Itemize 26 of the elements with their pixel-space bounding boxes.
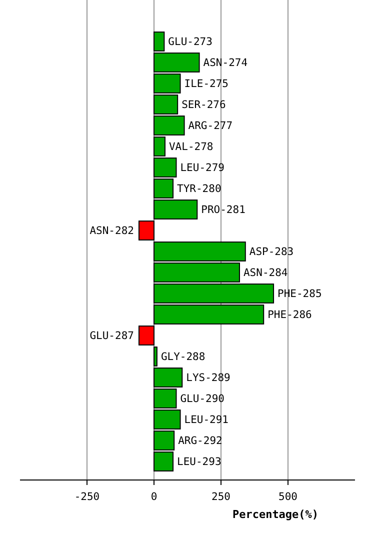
- y-tick-label: GLU-290: [180, 393, 225, 406]
- y-tick-label: PHE-286: [268, 309, 312, 322]
- y-tick-label: GLU-287: [90, 330, 134, 342]
- y-tick-label: LYS-289: [186, 372, 230, 384]
- y-tick-label: ARG-277: [188, 120, 233, 132]
- y-tick-label: VAL-278: [168, 141, 214, 154]
- x-tick-label: 0: [150, 491, 158, 503]
- y-tick-label: LEU-279: [180, 162, 225, 174]
- y-tick-label: LEU-293: [177, 456, 222, 468]
- y-tick-label: ILE-275: [184, 78, 229, 90]
- x-tick-label: 250: [212, 491, 230, 503]
- y-tick-label: GLU-273: [168, 36, 212, 48]
- y-tick-label: PHE-285: [278, 288, 322, 300]
- y-tick-label: ASN-284: [243, 267, 288, 280]
- y-tick-label: ASN-282: [90, 225, 134, 238]
- y-tick-label: ASP-283: [249, 246, 294, 258]
- x-tick-label: 500: [278, 491, 298, 503]
- x-axis-title: Percentage(%): [232, 508, 319, 521]
- y-tick-label: SER-276: [182, 99, 226, 112]
- y-tick-label: ARG-292: [178, 435, 222, 448]
- y-tick-label: LEU-291: [184, 414, 229, 426]
- x-tick-label: -250: [74, 491, 100, 503]
- y-tick-label: TYR-280: [177, 183, 222, 196]
- y-tick-label: ASN-274: [203, 57, 248, 70]
- y-tick-label: PRO-281: [201, 204, 246, 216]
- y-tick-label: GLY-288: [160, 351, 206, 364]
